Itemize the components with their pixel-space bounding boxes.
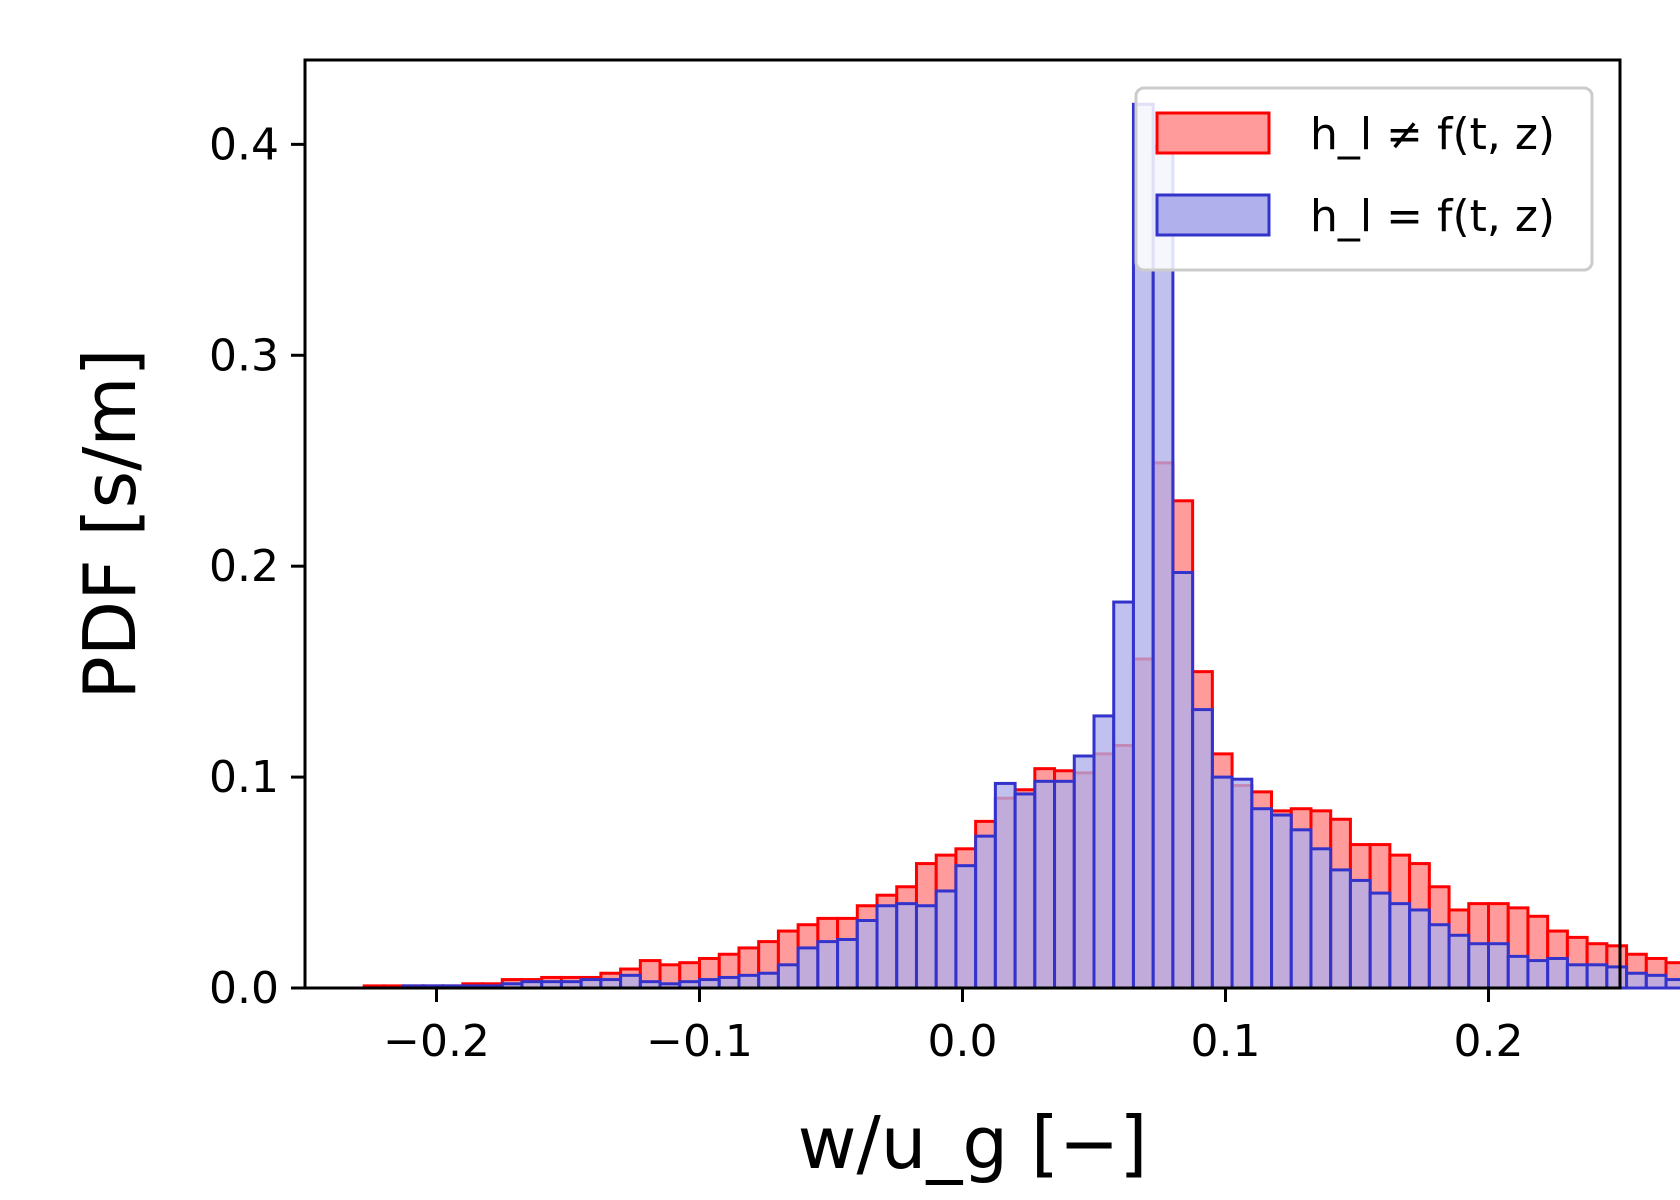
x-tick-label: −0.2 <box>383 1016 490 1067</box>
series-2-bar <box>993 781 1017 990</box>
y-tick-label: 0.0 <box>209 963 279 1014</box>
series-2-bar <box>1526 959 1550 990</box>
series-2-bar <box>954 864 978 990</box>
series-2-bar <box>776 963 800 990</box>
series-2-bar <box>757 971 780 990</box>
y-axis-label: PDF [s/m] <box>68 348 152 699</box>
series-2-bar <box>1467 942 1491 990</box>
series-2-bar <box>816 940 840 990</box>
y-tick-label: 0.4 <box>209 119 279 170</box>
series-2-bar <box>1388 902 1412 990</box>
y-tick-label: 0.2 <box>209 541 279 592</box>
series-2-bar <box>1053 779 1076 990</box>
series-2-bar <box>1151 144 1175 990</box>
y-tick-label: 0.3 <box>209 330 279 381</box>
legend-swatch-series-1 <box>1155 111 1271 155</box>
series-2-bar <box>1092 714 1116 990</box>
x-tick-label: 0.2 <box>1454 1016 1524 1067</box>
series-2-bar <box>974 834 997 990</box>
series-2-bar <box>1348 878 1372 990</box>
series-2-bar <box>1270 813 1293 990</box>
series-2-bar <box>796 946 820 990</box>
series-2-bar <box>1230 777 1254 990</box>
series-2-bar <box>1112 600 1135 990</box>
ticks-layer: −0.2 −0.1 0.0 0.1 0.2 0.0 0.1 0.2 0.3 0.4 <box>209 119 1523 1067</box>
series-2-bar <box>934 889 958 990</box>
series-2-bar <box>1487 942 1510 990</box>
series-2-bar <box>1565 963 1589 990</box>
series-2-bar <box>1329 868 1352 990</box>
series-2-bar <box>1309 847 1333 990</box>
legend: h_l ≠ f(t, z) h_l = f(t, z) <box>1134 86 1594 272</box>
series-2-bar <box>1447 933 1471 990</box>
series-2-bar <box>1408 908 1431 990</box>
series-2-bar <box>1191 708 1214 990</box>
series-2-bar <box>1289 828 1313 990</box>
series-2-bar <box>1250 807 1274 990</box>
series-2-bar <box>1033 779 1057 990</box>
series-2-bar <box>1427 923 1451 990</box>
series-2-bar <box>1506 954 1530 990</box>
series-2-bar <box>855 919 879 990</box>
series-2-bar <box>1546 956 1569 990</box>
series-2-bar <box>914 904 938 990</box>
series-2-bar <box>1585 963 1609 990</box>
series-2-bar <box>1625 971 1648 990</box>
legend-label-series-1: h_l ≠ f(t, z) <box>1310 109 1555 160</box>
legend-label-series-2: h_l = f(t, z) <box>1310 191 1555 242</box>
series-2-bar <box>1013 792 1037 990</box>
x-tick-label: 0.0 <box>928 1016 998 1067</box>
legend-swatch-series-2 <box>1155 193 1271 237</box>
series-2-bar <box>717 975 741 990</box>
series-2-bar <box>895 902 918 990</box>
series-2-bar <box>1210 775 1234 990</box>
series-2-bar <box>1644 973 1668 990</box>
series-2-bar <box>1171 571 1195 990</box>
series-2-bar <box>737 973 761 990</box>
series-2-bar <box>1664 978 1680 990</box>
series-2-bar <box>1368 891 1392 990</box>
y-tick-label: 0.1 <box>209 752 279 803</box>
series-2-bar <box>836 937 859 990</box>
series-2-bar <box>875 904 899 990</box>
series-2-bar <box>1605 965 1629 990</box>
series-2-bar <box>1072 754 1096 990</box>
x-axis-label: w/u_g [−] <box>798 1101 1148 1185</box>
series-2-bar <box>619 973 642 990</box>
x-tick-label: −0.1 <box>646 1016 753 1067</box>
x-tick-label: 0.1 <box>1191 1016 1261 1067</box>
